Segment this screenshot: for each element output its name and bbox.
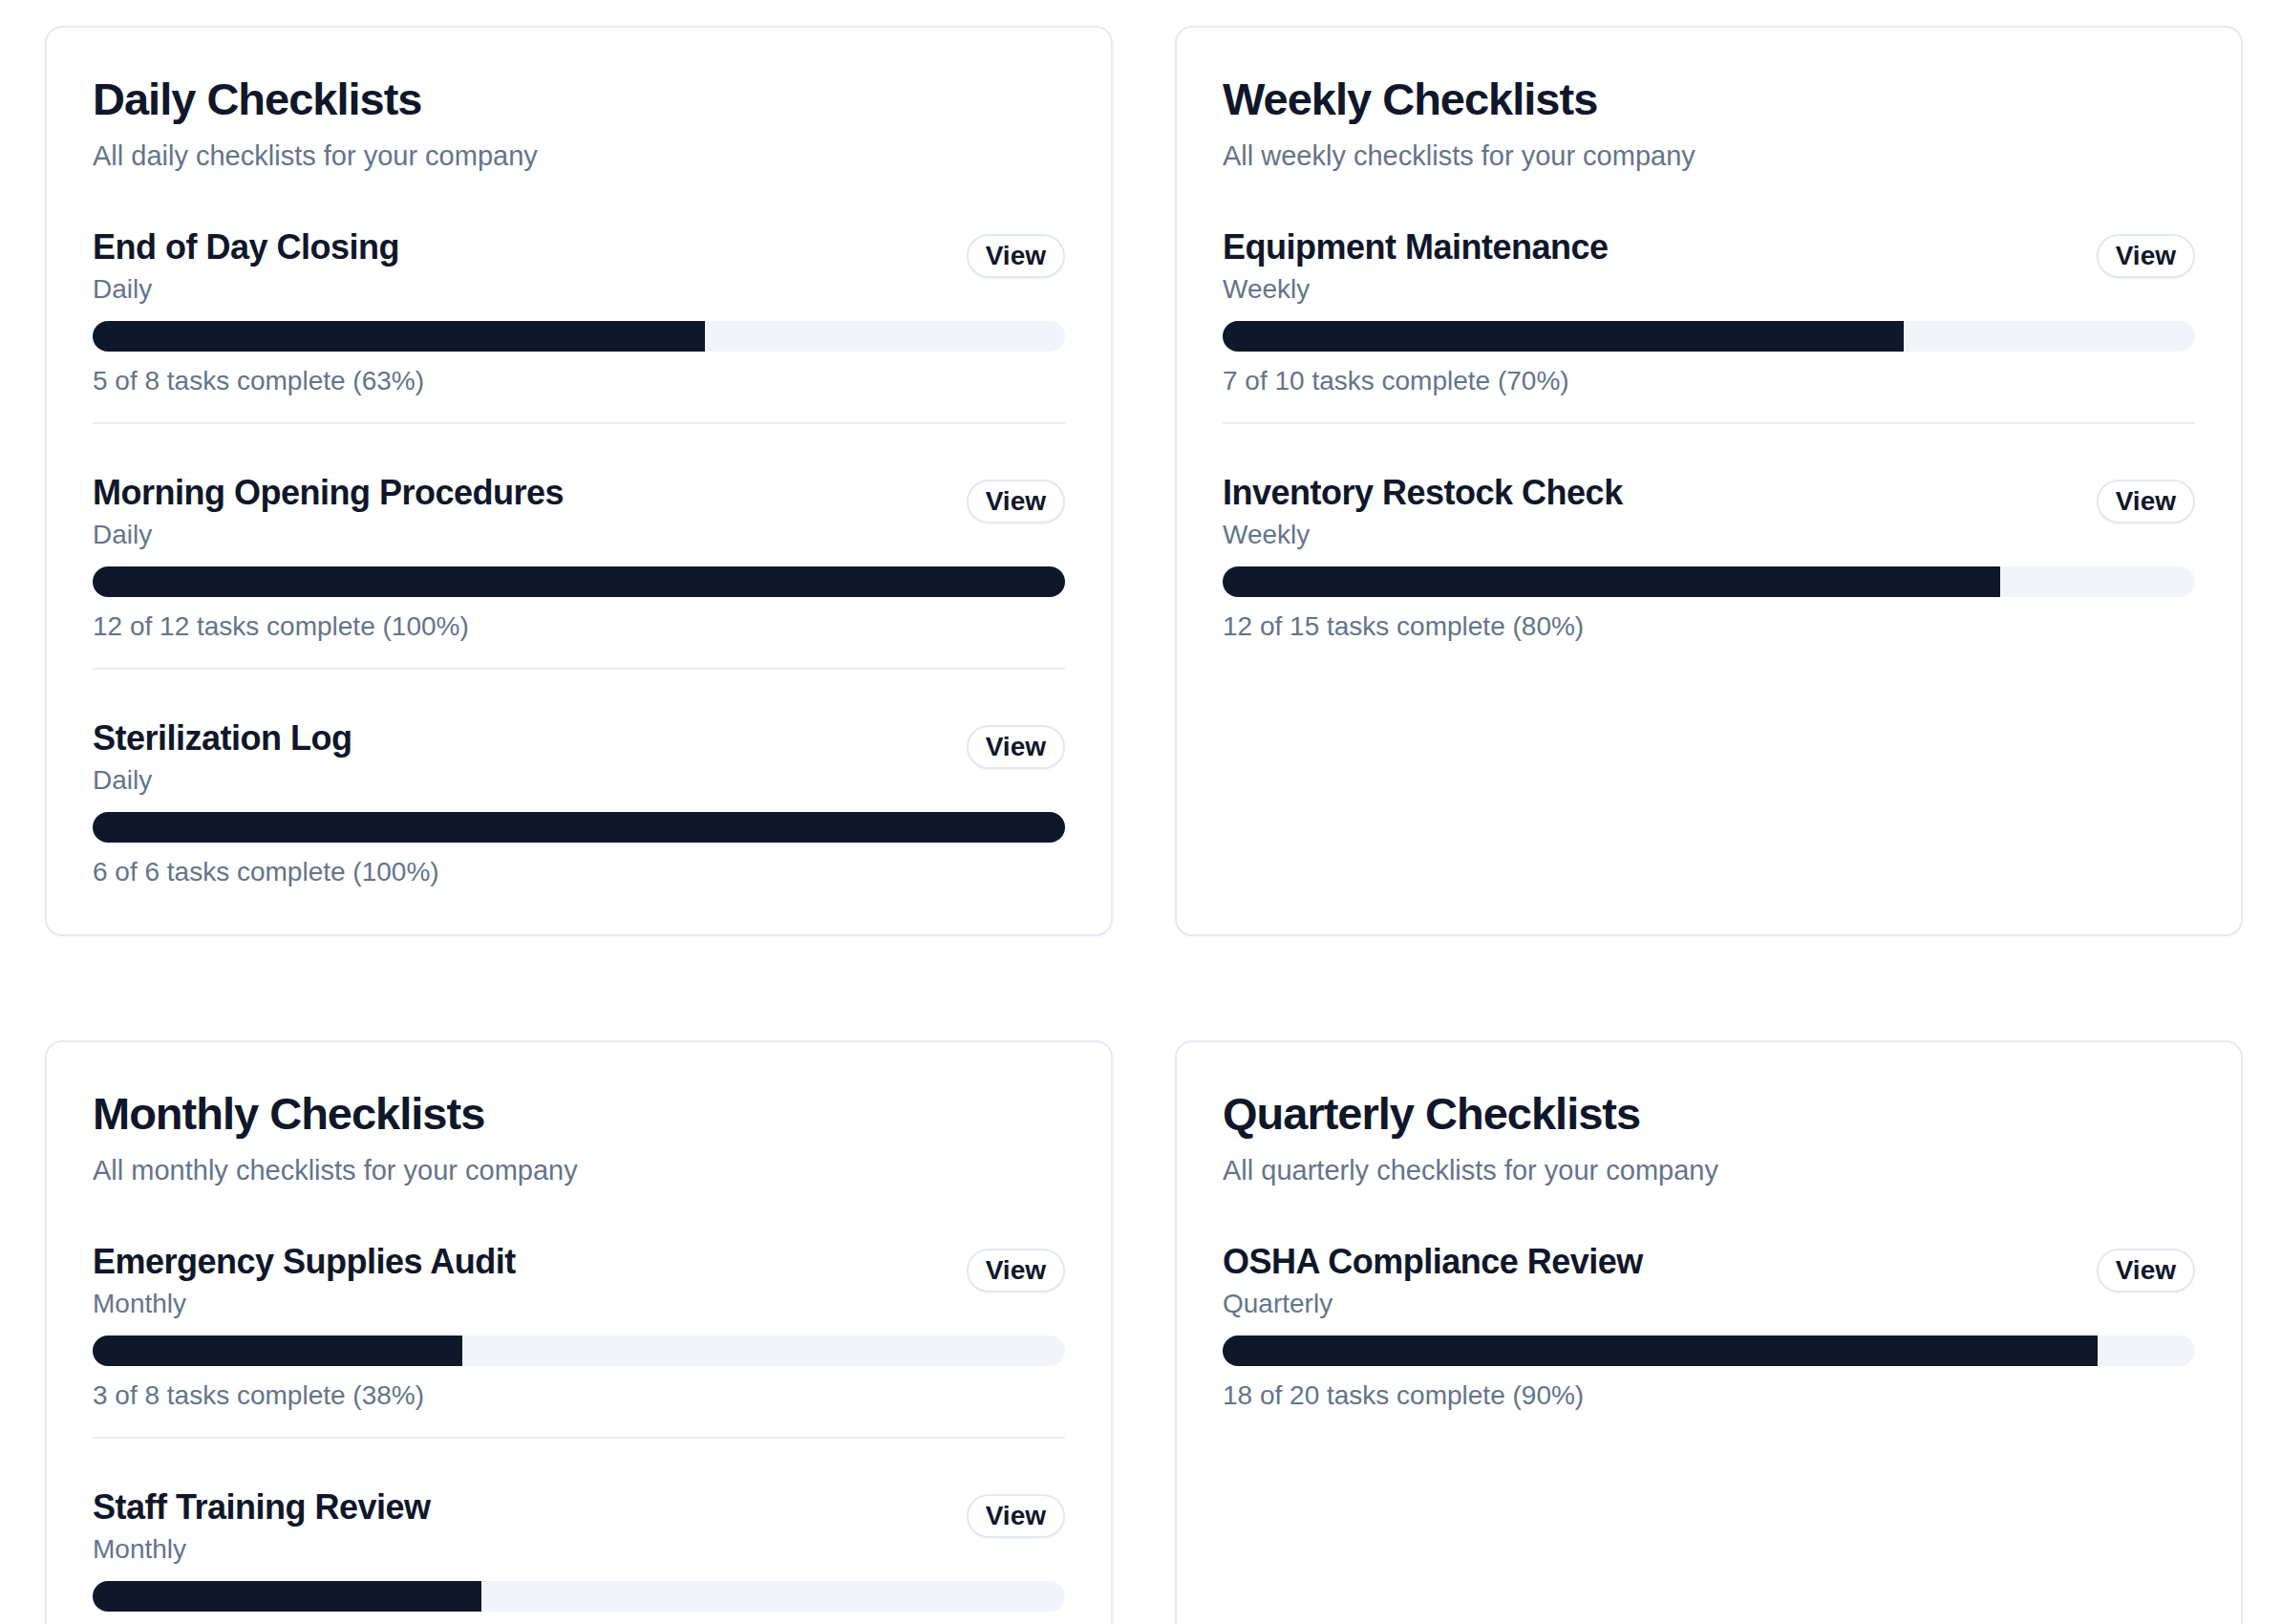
progress-bar-fill	[1223, 566, 2000, 597]
checklist-item-header: Equipment Maintenance Weekly View	[1223, 226, 2195, 306]
progress-bar-fill	[93, 321, 705, 352]
progress-bar-fill	[1223, 1336, 2098, 1366]
checklist-item-info: Equipment Maintenance Weekly	[1223, 226, 1609, 306]
progress-bar-fill	[93, 1581, 481, 1612]
checklist-name: Morning Opening Procedures	[93, 472, 564, 514]
card-quarterly-checklists: Quarterly Checklists All quarterly check…	[1175, 1040, 2243, 1624]
view-button[interactable]: View	[2097, 480, 2195, 524]
checklist-frequency: Daily	[93, 764, 352, 797]
checklist-item: End of Day Closing Daily View 5 of 8 tas…	[93, 226, 1065, 422]
checklist-list: OSHA Compliance Review Quarterly View 18…	[1223, 1241, 2195, 1412]
checklist-name: Staff Training Review	[93, 1486, 431, 1528]
card-subtitle: All daily checklists for your company	[93, 137, 1065, 175]
checklist-item-info: OSHA Compliance Review Quarterly	[1223, 1241, 1643, 1320]
checklist-item: OSHA Compliance Review Quarterly View 18…	[1223, 1241, 2195, 1412]
card-title: Weekly Checklists	[1223, 72, 2195, 127]
card-weekly-checklists: Weekly Checklists All weekly checklists …	[1175, 26, 2243, 936]
checklist-item-header: Inventory Restock Check Weekly View	[1223, 472, 2195, 551]
view-button[interactable]: View	[2097, 234, 2195, 278]
progress-bar	[93, 812, 1065, 843]
checklist-list: End of Day Closing Daily View 5 of 8 tas…	[93, 226, 1065, 888]
view-button[interactable]: View	[967, 1494, 1065, 1538]
checklist-item-info: Morning Opening Procedures Daily	[93, 472, 564, 551]
checklist-item-header: Staff Training Review Monthly View	[93, 1486, 1065, 1566]
progress-label: 18 of 20 tasks complete (90%)	[1223, 1379, 2195, 1412]
progress-label: 3 of 8 tasks complete (38%)	[93, 1379, 1065, 1412]
card-daily-checklists: Daily Checklists All daily checklists fo…	[45, 26, 1113, 936]
checklist-item-info: End of Day Closing Daily	[93, 226, 399, 306]
progress-bar	[1223, 1336, 2195, 1366]
checklist-item-info: Inventory Restock Check Weekly	[1223, 472, 1623, 551]
progress-bar-fill	[93, 1336, 462, 1366]
checklist-frequency: Monthly	[93, 1288, 516, 1320]
checklist-item-header: Emergency Supplies Audit Monthly View	[93, 1241, 1065, 1320]
progress-bar	[1223, 321, 2195, 352]
progress-label: 5 of 8 tasks complete (63%)	[93, 365, 1065, 397]
checklist-frequency: Quarterly	[1223, 1288, 1643, 1320]
card-title: Monthly Checklists	[93, 1086, 1065, 1142]
progress-label: 12 of 12 tasks complete (100%)	[93, 610, 1065, 643]
progress-label: 7 of 10 tasks complete (70%)	[1223, 365, 2195, 397]
checklist-item: Morning Opening Procedures Daily View 12…	[93, 422, 1065, 668]
checklist-item-info: Sterilization Log Daily	[93, 717, 352, 797]
checklist-list: Equipment Maintenance Weekly View 7 of 1…	[1223, 226, 2195, 643]
checklist-name: End of Day Closing	[93, 226, 399, 268]
checklist-frequency: Daily	[93, 519, 564, 551]
checklist-name: Sterilization Log	[93, 717, 352, 759]
view-button[interactable]: View	[2097, 1249, 2195, 1293]
view-button[interactable]: View	[967, 725, 1065, 769]
progress-label: 12 of 15 tasks complete (80%)	[1223, 610, 2195, 643]
progress-bar-fill	[93, 812, 1065, 843]
checklist-name: Emergency Supplies Audit	[93, 1241, 516, 1283]
progress-bar	[93, 321, 1065, 352]
card-title: Quarterly Checklists	[1223, 1086, 2195, 1142]
card-subtitle: All quarterly checklists for your compan…	[1223, 1151, 2195, 1189]
checklist-frequency: Weekly	[1223, 273, 1609, 306]
checklist-frequency: Monthly	[93, 1533, 431, 1566]
card-subtitle: All monthly checklists for your company	[93, 1151, 1065, 1189]
card-subtitle: All weekly checklists for your company	[1223, 137, 2195, 175]
progress-bar	[93, 566, 1065, 597]
checklist-item: Equipment Maintenance Weekly View 7 of 1…	[1223, 226, 2195, 422]
checklist-name: Inventory Restock Check	[1223, 472, 1623, 514]
checklist-name: OSHA Compliance Review	[1223, 1241, 1643, 1283]
checklist-item: Emergency Supplies Audit Monthly View 3 …	[93, 1241, 1065, 1437]
checklist-item-info: Emergency Supplies Audit Monthly	[93, 1241, 516, 1320]
checklist-item-info: Staff Training Review Monthly	[93, 1486, 431, 1566]
view-button[interactable]: View	[967, 234, 1065, 278]
checklist-item-header: Morning Opening Procedures Daily View	[93, 472, 1065, 551]
checklist-item: Sterilization Log Daily View 6 of 6 task…	[93, 668, 1065, 888]
checklist-item: Inventory Restock Check Weekly View 12 o…	[1223, 422, 2195, 643]
checklist-frequency: Weekly	[1223, 519, 1623, 551]
progress-bar-fill	[1223, 321, 1904, 352]
checklist-item: Staff Training Review Monthly View 2 of …	[93, 1437, 1065, 1624]
checklist-list: Emergency Supplies Audit Monthly View 3 …	[93, 1241, 1065, 1624]
checklist-item-header: Sterilization Log Daily View	[93, 717, 1065, 797]
checklists-dashboard: Daily Checklists All daily checklists fo…	[0, 0, 2281, 1624]
progress-bar-fill	[93, 566, 1065, 597]
card-title: Daily Checklists	[93, 72, 1065, 127]
progress-label: 6 of 6 tasks complete (100%)	[93, 856, 1065, 888]
card-monthly-checklists: Monthly Checklists All monthly checklist…	[45, 1040, 1113, 1624]
checklist-item-header: End of Day Closing Daily View	[93, 226, 1065, 306]
checklist-frequency: Daily	[93, 273, 399, 306]
progress-bar	[93, 1336, 1065, 1366]
progress-bar	[1223, 566, 2195, 597]
checklist-name: Equipment Maintenance	[1223, 226, 1609, 268]
progress-bar	[93, 1581, 1065, 1612]
view-button[interactable]: View	[967, 1249, 1065, 1293]
checklist-item-header: OSHA Compliance Review Quarterly View	[1223, 1241, 2195, 1320]
view-button[interactable]: View	[967, 480, 1065, 524]
